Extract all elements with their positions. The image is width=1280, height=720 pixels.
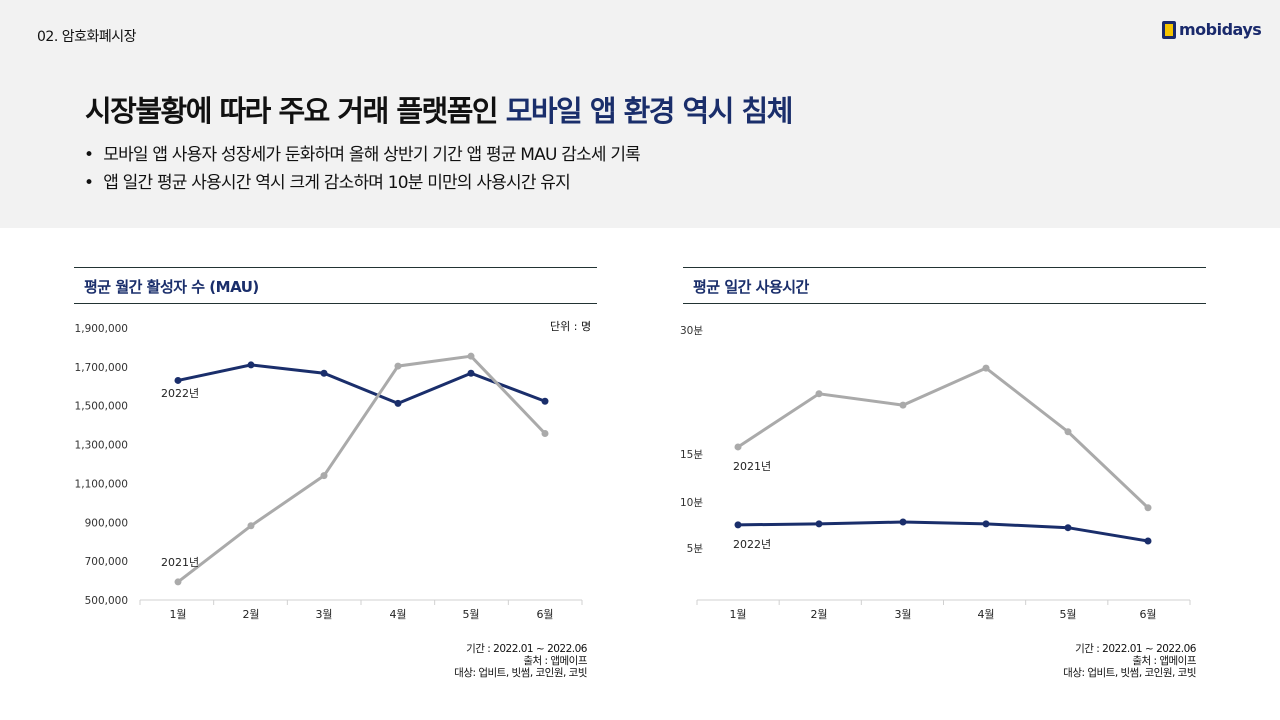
- title-highlight: 모바일 앱 환경 역시 침체: [505, 94, 794, 128]
- slide-title: 시장불황에 따라 주요 거래 플랫폼인 모바일 앱 환경 역시 침체: [85, 88, 794, 130]
- data-point: [394, 362, 402, 370]
- data-point: [394, 399, 402, 407]
- x-tick-label: 3월: [315, 608, 332, 621]
- data-point: [247, 522, 255, 530]
- usage-notes: 기간 : 2022.01 ~ 2022.06 출처 : 앱메이프 대상: 업비트…: [1063, 643, 1196, 679]
- y-tick-label: 700,000: [85, 556, 128, 568]
- mau-chart-title: 평균 월간 활성자 수 (MAU): [74, 267, 597, 304]
- data-point: [467, 369, 475, 377]
- x-tick-label: 6월: [536, 608, 553, 621]
- x-tick-label: 5월: [1059, 608, 1076, 621]
- data-point: [174, 578, 182, 586]
- series-label: 2021년: [733, 460, 771, 473]
- note-source: 출처 : 앱메이프: [523, 655, 587, 667]
- logo: mobidays: [1162, 20, 1262, 39]
- y-tick-label: 1,300,000: [75, 440, 128, 452]
- y-tick-label: 500,000: [85, 595, 128, 607]
- data-point: [1064, 428, 1072, 436]
- y-tick-label: 900,000: [85, 517, 128, 529]
- logo-text: mobidays: [1179, 20, 1262, 39]
- series-label: 2022년: [161, 387, 199, 400]
- section-label: 02. 암호화폐시장: [37, 29, 137, 45]
- y-tick-label: 1,500,000: [75, 401, 128, 413]
- y-tick-label: 1,700,000: [75, 362, 128, 374]
- series-line-2021: [737, 366, 1150, 509]
- note-period: 기간 : 2022.01 ~ 2022.06: [466, 643, 587, 655]
- y-tick-label: 1,100,000: [75, 478, 128, 490]
- data-point: [982, 520, 990, 528]
- series-line-2021: [177, 354, 547, 584]
- x-tick-label: 4월: [977, 608, 994, 621]
- bullet-item: 모바일 앱 사용자 성장세가 둔화하며 올해 상반기 기간 앱 평균 MAU 감…: [84, 141, 641, 169]
- data-point: [541, 429, 549, 437]
- data-point: [247, 361, 255, 369]
- x-tick-label: 4월: [389, 608, 406, 621]
- y-tick-label: 30분: [680, 325, 703, 337]
- note-target: 대상: 업비트, 빗썸, 코인원, 코빗: [454, 667, 587, 679]
- x-tick-label: 1월: [169, 608, 186, 621]
- note-target: 대상: 업비트, 빗썸, 코인원, 코빗: [1063, 667, 1196, 679]
- x-tick-label: 2월: [242, 608, 259, 621]
- data-point: [899, 401, 907, 409]
- data-point: [734, 443, 742, 451]
- y-tick-label: 1,900,000: [75, 323, 128, 335]
- title-main: 시장불황에 따라 주요 거래 플랫폼인: [85, 94, 506, 128]
- x-tick-label: 2월: [810, 608, 827, 621]
- bullet-item: 앱 일간 평균 사용시간 역시 크게 감소하며 10분 미만의 사용시간 유지: [84, 169, 640, 197]
- series-line-2022: [737, 520, 1149, 543]
- usage-chart-title: 평균 일간 사용시간: [683, 267, 1206, 304]
- data-point: [982, 364, 990, 372]
- data-point: [734, 521, 742, 529]
- y-tick-label: 10분: [680, 497, 703, 509]
- y-tick-label: 15분: [680, 449, 703, 461]
- data-point: [174, 376, 182, 384]
- data-point: [1064, 524, 1072, 532]
- data-point: [815, 520, 823, 528]
- data-point: [1144, 504, 1152, 512]
- y-tick-label: 5분: [687, 543, 704, 555]
- data-point: [467, 352, 475, 360]
- slide-header: 02. 암호화폐시장 mobidays 시장불황에 따라 주요 거래 플랫폼인 …: [0, 0, 1280, 228]
- note-source: 출처 : 앱메이프: [1132, 655, 1196, 667]
- logo-icon: [1162, 20, 1176, 39]
- x-tick-label: 6월: [1139, 608, 1156, 621]
- data-point: [899, 518, 907, 526]
- bullet-list: 모바일 앱 사용자 성장세가 둔화하며 올해 상반기 기간 앱 평균 MAU 감…: [84, 141, 641, 197]
- series-label: 2021년: [161, 556, 199, 569]
- data-point: [541, 397, 549, 405]
- x-tick-label: 5월: [462, 608, 479, 621]
- note-period: 기간 : 2022.01 ~ 2022.06: [1075, 643, 1196, 655]
- series-line-2022: [177, 363, 546, 406]
- x-tick-label: 1월: [729, 608, 746, 621]
- data-point: [1144, 537, 1152, 545]
- series-label: 2022년: [733, 538, 771, 551]
- mau-notes: 기간 : 2022.01 ~ 2022.06 출처 : 앱메이프 대상: 업비트…: [454, 643, 587, 679]
- data-point: [320, 472, 328, 480]
- mau-unit-label: 단위 : 명: [550, 320, 592, 333]
- x-tick-label: 3월: [894, 608, 911, 621]
- data-point: [320, 369, 328, 377]
- data-point: [815, 390, 823, 398]
